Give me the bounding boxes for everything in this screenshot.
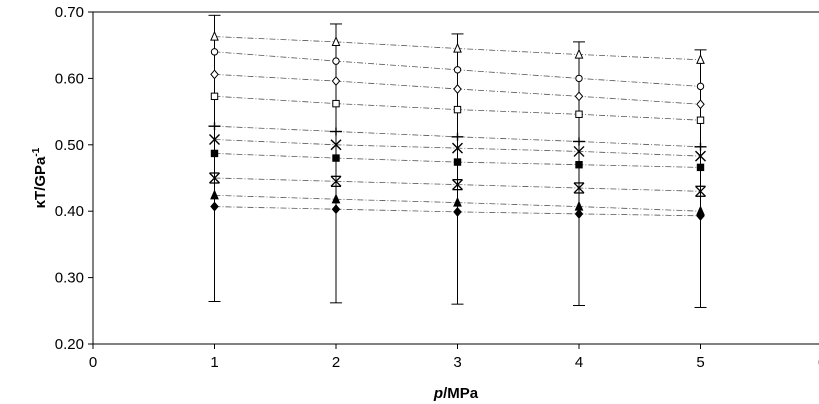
x-tick-label: 2 xyxy=(332,354,340,371)
data-point-x xyxy=(695,150,706,162)
data-point-plus xyxy=(694,142,707,151)
data-point-diamond-open xyxy=(210,69,219,80)
data-point-square-open xyxy=(210,92,219,101)
data-point-square-filled xyxy=(210,149,219,158)
data-point-plus xyxy=(573,137,585,146)
data-point-x xyxy=(330,139,342,151)
data-point-triangle-filled xyxy=(453,196,462,207)
data-point-plus xyxy=(330,127,342,136)
data-point-triangle-open xyxy=(453,42,462,53)
data-point-diamond-filled xyxy=(696,210,705,221)
data-point-circle-open xyxy=(453,66,462,74)
data-point-triangle-filled xyxy=(331,193,341,204)
y-tick-label: 0.60 xyxy=(55,70,84,87)
data-point-star xyxy=(452,178,463,191)
data-point-square-filled xyxy=(453,158,462,166)
y-tick-label: 0.70 xyxy=(55,4,84,21)
data-point-star xyxy=(330,175,342,187)
data-point-circle-open xyxy=(575,74,583,83)
x-tick-label: 5 xyxy=(696,354,704,371)
data-point-x xyxy=(573,145,585,157)
x-axis-title-unit: /MPa xyxy=(443,385,479,402)
data-points xyxy=(208,30,707,221)
y-axis-title-sup: -1 xyxy=(31,147,42,156)
data-point-square-open xyxy=(453,105,462,114)
data-point-plus xyxy=(451,132,464,141)
data-point-diamond-open xyxy=(696,99,705,110)
data-point-diamond-filled xyxy=(574,208,584,219)
data-point-x xyxy=(452,142,463,154)
data-point-diamond-open xyxy=(453,84,462,94)
data-point-plus xyxy=(208,122,221,131)
data-point-triangle-filled xyxy=(210,189,219,200)
data-point-star xyxy=(695,185,706,197)
data-point-square-open xyxy=(696,116,705,124)
data-point-triangle-open xyxy=(331,36,341,46)
data-point-diamond-filled xyxy=(453,206,462,217)
data-point-circle-open xyxy=(210,48,219,56)
x-ticks: 0 1 2 3 4 5 6 xyxy=(89,344,819,371)
data-point-square-filled xyxy=(575,161,583,169)
x-tick-label: 1 xyxy=(210,354,218,371)
data-point-square-open xyxy=(332,99,340,108)
data-point-diamond-filled xyxy=(331,204,341,215)
data-point-diamond-open xyxy=(574,91,584,102)
y-tick-label: 0.20 xyxy=(55,336,84,353)
data-point-circle-open xyxy=(332,57,340,65)
data-point-star xyxy=(573,182,585,194)
data-point-square-filled xyxy=(696,163,705,172)
data-point-triangle-open xyxy=(210,30,219,41)
x-axis-title: p/MPa xyxy=(433,385,479,402)
x-tick-label: 0 xyxy=(89,354,97,371)
y-axis-title-main: κT/GPa xyxy=(32,156,49,208)
data-point-diamond-open xyxy=(331,76,341,87)
data-point-circle-open xyxy=(696,82,705,91)
data-point-star xyxy=(209,172,220,184)
data-point-square-filled xyxy=(332,154,340,162)
data-point-triangle-open xyxy=(574,48,584,59)
error-bars xyxy=(208,14,707,308)
y-tick-label: 0.40 xyxy=(55,203,84,220)
x-tick-label: 3 xyxy=(453,354,461,371)
x-tick-label: 4 xyxy=(575,354,583,371)
x-tick-label: 6 xyxy=(818,354,819,371)
y-tick-label: 0.50 xyxy=(55,137,84,154)
y-axis-title: κT/GPa-1 xyxy=(31,147,49,208)
data-point-square-open xyxy=(575,110,583,118)
data-point-diamond-filled xyxy=(210,201,219,212)
y-tick-label: 0.30 xyxy=(55,270,84,287)
y-ticks: 0.20 0.30 0.40 0.50 0.60 0.70 xyxy=(55,4,93,353)
data-point-x xyxy=(209,133,220,145)
data-point-triangle-open xyxy=(696,53,705,64)
x-axis-title-var: p xyxy=(433,385,443,402)
axes xyxy=(92,11,819,345)
